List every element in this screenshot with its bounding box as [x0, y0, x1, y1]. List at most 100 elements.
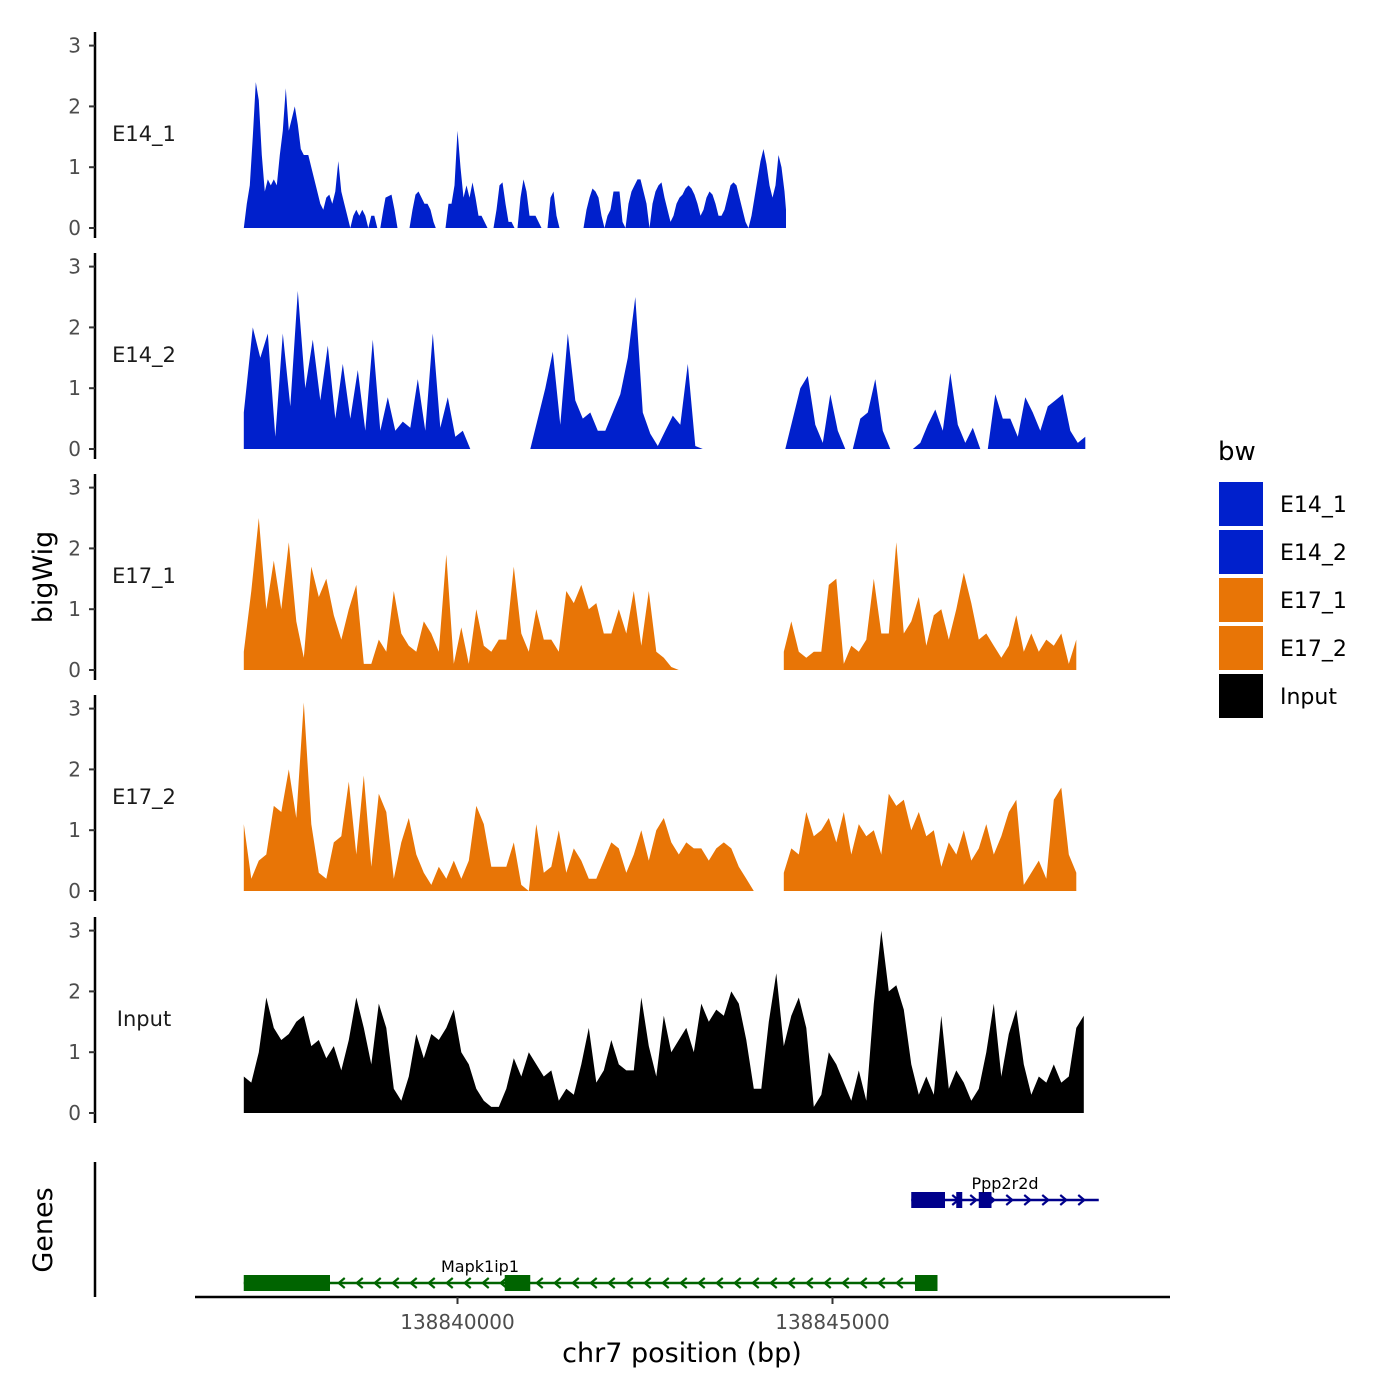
y-tick-label: 1 — [68, 155, 81, 179]
strand-arrow — [841, 1277, 850, 1289]
y-tick-label: 3 — [68, 255, 81, 279]
legend-title: bw — [1218, 437, 1256, 467]
strand-arrow — [607, 1277, 616, 1289]
strand-arrow — [1023, 1194, 1032, 1206]
strand-arrow — [751, 1277, 760, 1289]
y-tick-label: 0 — [68, 216, 81, 240]
gene-exon — [911, 1192, 938, 1208]
strand-arrow — [427, 1277, 436, 1289]
legend-swatch-E17_1 — [1217, 576, 1265, 624]
strand-arrow — [715, 1277, 724, 1289]
legend-swatch-E14_2 — [1217, 528, 1265, 576]
y-tick-label: 0 — [68, 437, 81, 461]
gene-Ppp2r2d: Ppp2r2d — [911, 1174, 1099, 1208]
legend-swatch-Input — [1217, 672, 1265, 720]
gene-exon — [937, 1192, 945, 1208]
track-E14_2: 0 1 2 3 E14_2 — [68, 253, 1086, 461]
y-tick-label: 0 — [68, 879, 81, 903]
genes-axis-title: Genes — [28, 1187, 59, 1272]
y-tick-label: 2 — [68, 536, 81, 560]
strand-arrow — [337, 1277, 346, 1289]
strand-arrow — [969, 1194, 978, 1206]
gene-exon — [956, 1192, 963, 1208]
y-tick-label: 2 — [68, 94, 81, 118]
coverage-area-E14_2-1 — [243, 290, 493, 449]
strand-arrow — [895, 1277, 904, 1289]
strand-arrow — [463, 1277, 472, 1289]
strand-arrow — [823, 1277, 832, 1289]
legend-label-Input: Input — [1280, 685, 1337, 710]
y-tick-label: 3 — [68, 919, 81, 943]
y-tick-label: 0 — [68, 1101, 81, 1125]
coverage-area-E14_2-3 — [785, 373, 1086, 449]
coverage-area-Input-1 — [243, 930, 1084, 1113]
strand-arrow — [589, 1277, 598, 1289]
strand-arrow — [679, 1277, 688, 1289]
track-E14_1: 0 1 2 3 E14_1 — [68, 32, 787, 240]
legend-label-E14_1: E14_1 — [1280, 493, 1347, 518]
coverage-area-E17_2-2 — [783, 787, 1077, 891]
track-label-E14_2: E14_2 — [112, 343, 176, 368]
y-tick-label: 1 — [68, 818, 81, 842]
strand-arrow — [661, 1277, 670, 1289]
strand-arrow — [859, 1277, 868, 1289]
gene-exon — [915, 1275, 938, 1291]
strand-arrow — [1041, 1194, 1050, 1206]
strand-arrow — [409, 1277, 418, 1289]
y-tick-label: 3 — [68, 697, 81, 721]
gene-exon — [504, 1275, 531, 1291]
strand-arrow — [445, 1277, 454, 1289]
track-E17_1: 0 1 2 3 E17_1 — [68, 474, 1077, 682]
strand-arrow — [535, 1277, 544, 1289]
coverage-area-E14_2-2 — [530, 297, 771, 449]
strand-arrow — [643, 1277, 652, 1289]
track-Input: 0 1 2 3 Input — [68, 917, 1084, 1125]
y-tick-label: 3 — [68, 34, 81, 58]
y-tick-label: 2 — [68, 979, 81, 1003]
strand-arrow — [1077, 1194, 1086, 1206]
strand-arrow — [1059, 1194, 1068, 1206]
coverage-area-E17_1-1 — [243, 518, 687, 670]
strand-arrow — [355, 1277, 364, 1289]
x-tick-label: 138840000 — [400, 1310, 515, 1334]
y-tick-label: 1 — [68, 1040, 81, 1064]
gene-label-Mapk1ip1: Mapk1ip1 — [441, 1257, 519, 1276]
coverage-area-E14_1-1 — [243, 82, 787, 228]
gene-Mapk1ip1: Mapk1ip1 — [243, 1257, 938, 1291]
strand-arrow — [625, 1277, 634, 1289]
y-axis-title: bigWig — [28, 531, 59, 624]
legend-swatch-E14_1 — [1217, 480, 1265, 528]
track-label-E17_2: E17_2 — [112, 785, 176, 810]
y-tick-label: 0 — [68, 658, 81, 682]
strand-arrow — [373, 1277, 382, 1289]
gene-annotation-track: Ppp2r2d Mapk1ip1 — [243, 1174, 1099, 1291]
legend-label-E14_2: E14_2 — [1280, 541, 1347, 566]
x-axis: 138840000 138845000 chr7 position (bp) — [195, 1295, 1170, 1369]
legend-swatch-E17_2 — [1217, 624, 1265, 672]
y-tick-label: 1 — [68, 597, 81, 621]
x-tick-label: 138845000 — [775, 1310, 890, 1334]
strand-arrow — [733, 1277, 742, 1289]
gene-exon — [978, 1192, 992, 1208]
strand-arrow — [1005, 1194, 1014, 1206]
gene-label-Ppp2r2d: Ppp2r2d — [971, 1174, 1038, 1193]
legend-label-E17_2: E17_2 — [1280, 637, 1347, 662]
x-axis-title: chr7 position (bp) — [562, 1338, 802, 1369]
strand-arrow — [571, 1277, 580, 1289]
x-axis-ticks: 138840000 138845000 — [400, 1297, 890, 1334]
y-tick-label: 1 — [68, 376, 81, 400]
strand-arrow — [877, 1277, 886, 1289]
y-tick-label: 2 — [68, 315, 81, 339]
strand-arrow — [391, 1277, 400, 1289]
legend-label-E17_1: E17_1 — [1280, 589, 1347, 614]
gene-exon — [243, 1275, 330, 1291]
y-tick-label: 3 — [68, 476, 81, 500]
strand-arrow — [805, 1277, 814, 1289]
y-tick-label: 2 — [68, 757, 81, 781]
coverage-area-E17_2-1 — [243, 702, 762, 891]
strand-arrow — [769, 1277, 778, 1289]
coverage-area-E17_1-2 — [783, 542, 1077, 670]
coverage-tracks: 0 1 2 3 E14_1 0 1 2 3 E14_2 0 1 2 3 E17_1 0 1 2 3 E17_2 0 1 2 3… — [68, 32, 1086, 1125]
track-label-E14_1: E14_1 — [112, 122, 176, 147]
